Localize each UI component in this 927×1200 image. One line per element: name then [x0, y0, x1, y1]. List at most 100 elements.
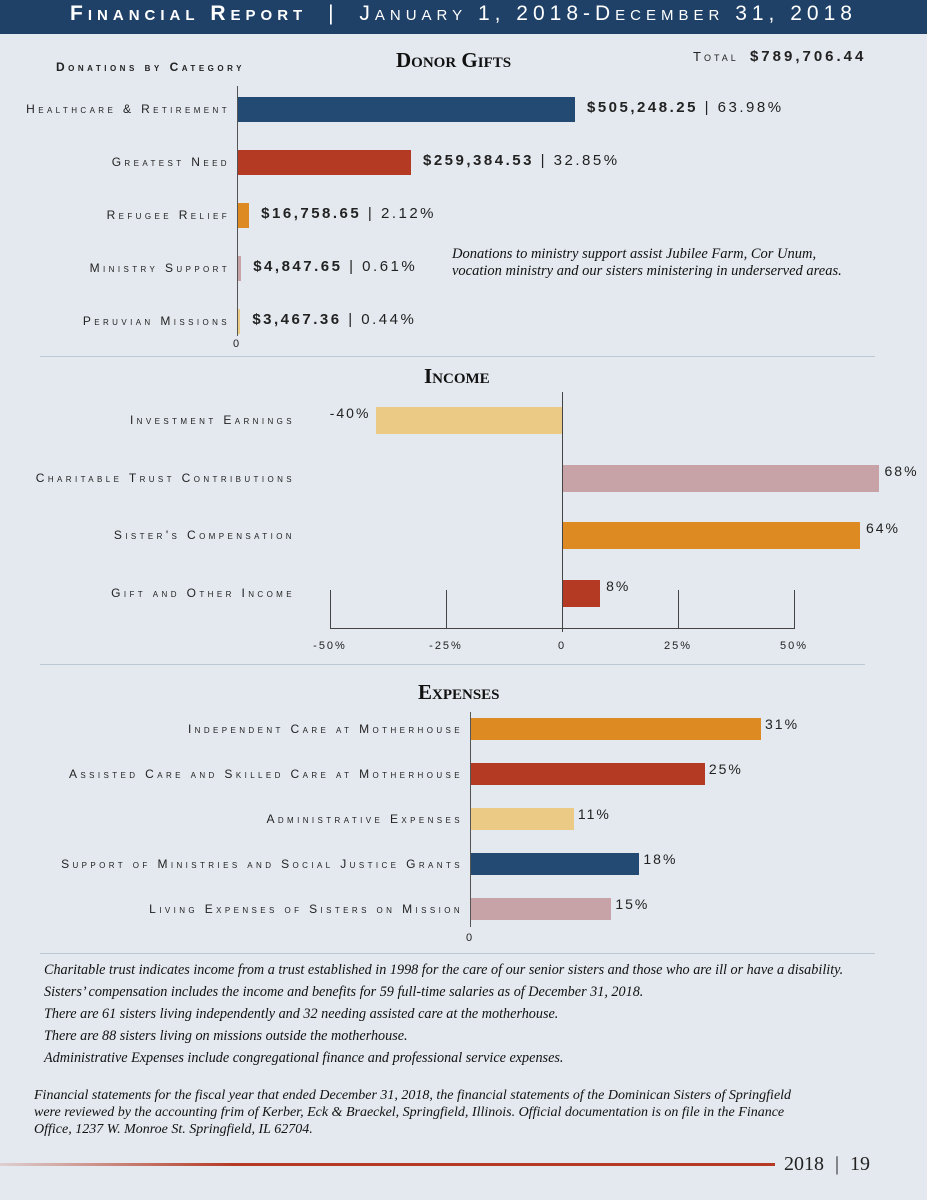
donor-axis-line: [237, 86, 238, 336]
income-tick-mark: [678, 590, 679, 629]
report-date-range: January 1, 2018-December 31, 2018: [359, 2, 857, 25]
income-category-label: Charitable Trust Contributions: [35, 470, 295, 485]
income-value-label: 68%: [884, 462, 919, 479]
donor-amount: $4,847.65: [253, 258, 343, 275]
expense-bar: [471, 853, 640, 875]
income-category-label: Investment Earnings: [129, 413, 295, 427]
expense-value-label: 15%: [615, 896, 650, 912]
donor-percent: | 0.44%: [341, 311, 417, 328]
donor-percent: | 2.12%: [361, 205, 437, 222]
donor-amount: $16,758.65: [261, 205, 362, 222]
header-banner: Financial Report | January 1, 2018-Decem…: [0, 0, 927, 34]
donor-total-label: Total: [693, 49, 739, 64]
donations-by-category-label: Donations by Category: [56, 60, 245, 74]
section-divider-2: [40, 664, 865, 665]
expenses-chart: 0 Independent Care at Motherhouse 31% Assi…: [0, 710, 927, 950]
donor-value-label: $4,847.65 | 0.61%: [253, 258, 417, 275]
expense-bar: [471, 898, 612, 920]
footer-year: 2018: [784, 1153, 824, 1175]
expense-value-label: 18%: [643, 851, 678, 867]
donor-bar: [238, 309, 241, 334]
expense-bar: [471, 808, 574, 830]
income-bar: [563, 579, 601, 607]
statement-line: were reviewed by the accounting frim of …: [34, 1105, 785, 1120]
income-category-label: Sister's Compensation: [113, 528, 295, 542]
income-x-axis: [330, 628, 794, 629]
report-title-left: Financial Report: [70, 2, 308, 25]
statement-line: Financial statements for the fiscal year…: [34, 1088, 792, 1103]
donor-category-label: Ministry Support: [89, 261, 230, 275]
expense-category-label: Support of Ministries and Social Justice…: [61, 857, 463, 871]
income-zero-axis: [562, 392, 563, 632]
footer-rule: [0, 1163, 775, 1166]
income-category-label: Gift and Other Income: [111, 585, 295, 600]
expense-category-label: Assisted Care and Skilled Care at Mother…: [68, 767, 463, 781]
ministry-support-note: Donations to ministry support assist Jub…: [452, 246, 842, 280]
income-value-label: 8%: [606, 577, 631, 594]
donor-category-label: Healthcare & Retirement: [26, 102, 230, 116]
footer-separator: |: [835, 1153, 840, 1175]
income-value-label: -40%: [329, 405, 371, 421]
donor-bar: [238, 150, 411, 175]
donor-category-label: Peruvian Missions: [82, 314, 230, 328]
donor-amount: $505,248.25: [587, 99, 698, 116]
expense-category-label: Administrative Expenses: [266, 812, 463, 826]
donor-bar: [238, 97, 575, 122]
donor-percent: | 32.85%: [533, 152, 620, 169]
expenses-axis-line: [470, 712, 471, 927]
income-tick-label: -25%: [429, 640, 463, 652]
donor-amount: $3,467.36: [252, 311, 342, 328]
donor-gifts-title: Donor Gifts: [396, 48, 512, 72]
donor-total-value: $789,706.44: [749, 48, 867, 65]
section-divider-3: [40, 953, 875, 954]
donor-category-label: Greatest Need: [111, 155, 230, 169]
donor-total: Total $789,706.44: [693, 48, 866, 65]
expense-category-label: Living Expenses of Sisters on Mission: [149, 902, 463, 916]
income-bar: [563, 464, 879, 492]
expense-value-label: 25%: [708, 761, 743, 777]
section-divider-1: [40, 356, 875, 357]
expenses-title: Expenses: [418, 680, 500, 704]
report-title: Financial Report | January 1, 2018-Decem…: [0, 2, 927, 26]
income-tick-mark: [330, 590, 331, 629]
expense-value-label: 11%: [577, 806, 611, 822]
donor-value-label: $16,758.65 | 2.12%: [261, 205, 436, 222]
ministry-support-note-line1: Donations to ministry support assist Jub…: [452, 246, 817, 262]
income-tick-label: -50%: [313, 640, 347, 652]
donor-percent: | 0.61%: [342, 258, 418, 275]
notes-list: Charitable trust indicates income from a…: [44, 962, 843, 1072]
income-value-label: 64%: [865, 520, 900, 536]
income-tick-mark: [446, 590, 447, 629]
expense-bar: [471, 763, 705, 785]
income-tick-label: 25%: [663, 640, 693, 652]
note-item: Sisters’ compensation includes the incom…: [44, 984, 644, 1000]
page-number: 19: [850, 1153, 871, 1175]
income-bar: [376, 407, 562, 434]
donor-value-label: $3,467.36 | 0.44%: [252, 311, 416, 328]
note-item: There are 61 sisters living independentl…: [44, 1006, 559, 1022]
income-tick-label: 50%: [779, 640, 809, 652]
expenses-zero-tick-label: 0: [466, 932, 473, 944]
donor-bar: [238, 256, 242, 281]
report-title-separator: |: [328, 2, 339, 25]
income-tick-mark: [794, 590, 795, 629]
donor-category-label: Refugee Relief: [106, 208, 230, 222]
donor-value-label: $505,248.25 | 63.98%: [587, 99, 784, 116]
donor-percent: | 63.98%: [697, 99, 784, 116]
ministry-support-note-line2: vocation ministry and our sisters minist…: [452, 263, 842, 279]
income-tick-label: 0: [557, 640, 567, 652]
expense-bar: [471, 718, 761, 740]
donor-bar: [238, 203, 250, 228]
expense-category-label: Independent Care at Motherhouse: [187, 722, 463, 736]
donor-chart: 0 Healthcare & Retirement $505,248.25 | 6…: [0, 80, 927, 355]
expense-value-label: 31%: [765, 716, 800, 732]
donor-amount: $259,384.53: [423, 152, 534, 169]
donor-value-label: $259,384.53 | 32.85%: [423, 152, 620, 169]
page-footer: 2018 | 19: [784, 1153, 870, 1176]
note-item: There are 88 sisters living on missions …: [44, 1028, 408, 1044]
note-item: Administrative Expenses include congrega…: [44, 1050, 564, 1066]
statement-line: Office, 1237 W. Monroe St. Springfield, …: [34, 1122, 313, 1137]
income-bar: [563, 522, 860, 549]
donor-zero-tick-label: 0: [233, 338, 240, 350]
financial-statement-paragraph: Financial statements for the fiscal year…: [34, 1088, 791, 1139]
